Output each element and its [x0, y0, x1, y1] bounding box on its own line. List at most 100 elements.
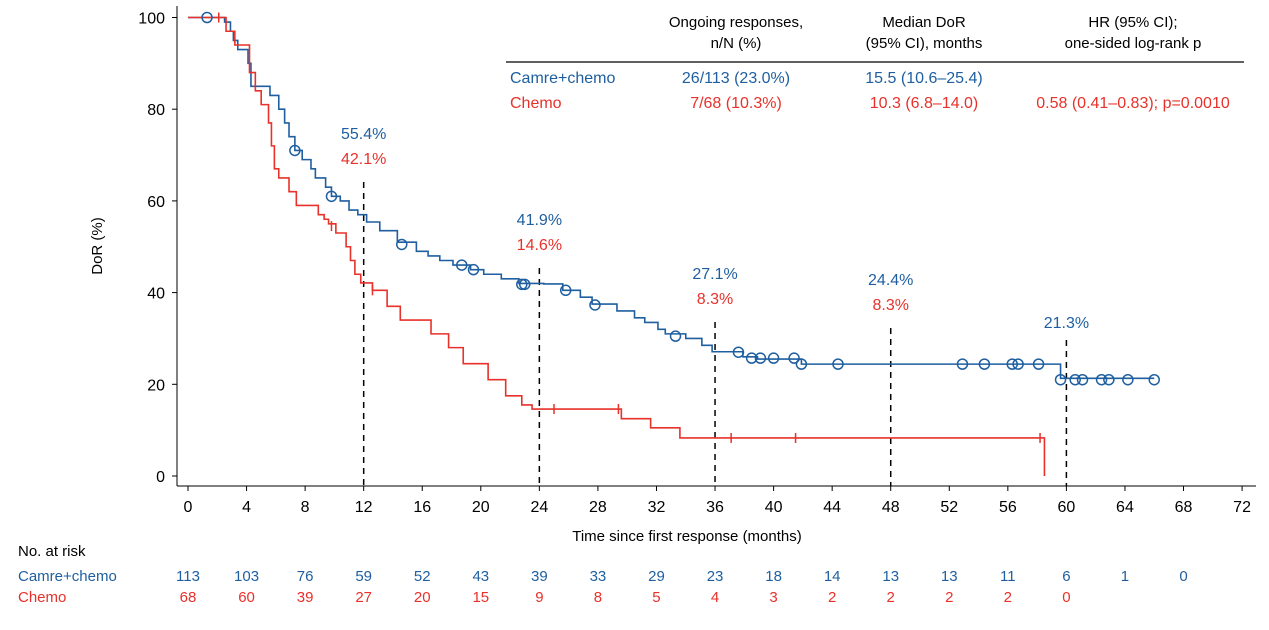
censor-circle [518, 278, 531, 291]
table-ongoing: 26/113 (23.0%) [682, 70, 790, 87]
x-tick-label: 24 [530, 499, 548, 516]
censor-circle [1006, 358, 1018, 370]
x-tick-label: 8 [301, 499, 310, 516]
at-risk-value: 59 [355, 568, 372, 585]
at-risk-value: 33 [590, 568, 607, 585]
at-risk-value: 1 [1121, 568, 1129, 585]
censor-circle [559, 284, 572, 297]
at-risk-value: 76 [297, 568, 314, 585]
landmark-label-chemo: 14.6% [517, 237, 562, 254]
censor-circle [467, 263, 480, 276]
censor-circle [1032, 358, 1045, 370]
at-risk-value: 3 [769, 589, 777, 606]
x-tick-label: 4 [242, 499, 251, 516]
table-header: one-sided log-rank p [1065, 35, 1202, 52]
censor-circle [589, 299, 601, 311]
y-axis-label: DoR (%) [89, 217, 106, 275]
x-tick-label: 32 [648, 499, 666, 516]
table-ongoing: 7/68 (10.3%) [690, 95, 782, 112]
x-tick-label: 36 [706, 499, 724, 516]
censor-marks [201, 11, 1160, 443]
censor-circle [456, 259, 468, 271]
at-risk-value: 5 [652, 589, 660, 606]
censor-circle [1012, 358, 1024, 370]
censor-circle [788, 352, 800, 364]
at-risk-value: 14 [824, 568, 841, 585]
table-median: 15.5 (10.6–25.4) [865, 70, 982, 87]
at-risk-value: 39 [531, 568, 548, 585]
at-risk-value: 27 [355, 589, 372, 606]
at-risk-value: 29 [648, 568, 665, 585]
at-risk-value: 103 [234, 568, 259, 585]
y-tick-label: 60 [147, 194, 165, 211]
survival-curves [188, 16, 1155, 476]
landmark-label-camre: 21.3% [1044, 315, 1089, 332]
at-risk-row-name: Chemo [18, 589, 66, 606]
x-tick-label: 64 [1116, 499, 1134, 516]
table-header: (95% CI), months [866, 35, 983, 52]
table-row-name: Chemo [510, 95, 562, 112]
table-header: Ongoing responses, [669, 14, 803, 31]
y-tick-label: 100 [138, 11, 165, 28]
x-tick-label: 44 [823, 499, 841, 516]
at-risk-value: 2 [1004, 589, 1012, 606]
censor-circle [732, 346, 745, 358]
at-risk-value: 18 [765, 568, 782, 585]
landmark-label-chemo: 42.1% [341, 151, 386, 168]
censor-circle [1095, 373, 1108, 386]
at-risk-value: 68 [180, 589, 197, 606]
censor-circle [956, 358, 969, 370]
at-risk-value: 6 [1062, 568, 1070, 585]
at-risk-value: 39 [297, 589, 314, 606]
at-risk-value: 15 [472, 589, 489, 606]
censor-circle [745, 352, 758, 364]
x-tick-label: 28 [589, 499, 607, 516]
at-risk-value: 13 [941, 568, 958, 585]
censor-circle [325, 190, 338, 203]
x-tick-label: 48 [882, 499, 900, 516]
censor-circle [832, 358, 844, 370]
table-header: Median DoR [882, 14, 966, 31]
at-risk-value: 0 [1062, 589, 1070, 606]
y-tick-label: 40 [147, 286, 165, 303]
x-tick-label: 12 [355, 499, 373, 516]
censor-circle [795, 358, 808, 370]
x-axis-label: Time since first response (months) [572, 528, 802, 545]
landmark-label-chemo: 8.3% [697, 291, 733, 308]
y-tick-label: 80 [147, 102, 165, 119]
censor-circle [1076, 373, 1089, 386]
landmark-lines: 42.1% 55.4% 14.6% 41.9% 8.3% 27.1% 8.3% 24.4% 21… [341, 126, 1089, 486]
censor-circle [1069, 373, 1081, 386]
at-risk-value: 2 [828, 589, 836, 606]
censor-circle [1103, 373, 1115, 386]
at-risk-value: 0 [1179, 568, 1187, 585]
censor-circle [767, 352, 780, 364]
censor-circle [1054, 373, 1067, 386]
table-header: HR (95% CI); [1088, 14, 1177, 31]
at-risk-value: 9 [535, 589, 543, 606]
x-tick-label: 0 [184, 499, 193, 516]
censor-circle [395, 238, 408, 251]
at-risk-value: 4 [711, 589, 719, 606]
table-hr: 0.58 (0.41–0.83); p=0.0010 [1036, 95, 1230, 112]
at-risk-value: 60 [238, 589, 255, 606]
censor-circle [1122, 373, 1134, 386]
at-risk-value: 23 [707, 568, 724, 585]
x-tick-label: 72 [1233, 499, 1251, 516]
censor-circle [978, 358, 991, 370]
at-risk-value: 11 [1000, 568, 1016, 585]
at-risk-title: No. at risk [18, 543, 86, 560]
at-risk-value: 8 [594, 589, 602, 606]
table-header: n/N (%) [711, 35, 762, 52]
y-tick-label: 20 [147, 377, 165, 394]
landmark-label-camre: 24.4% [868, 272, 913, 289]
landmark-label-camre: 41.9% [517, 212, 562, 229]
at-risk-value: 52 [414, 568, 431, 585]
landmark-label-chemo: 8.3% [872, 297, 908, 314]
table-median: 10.3 (6.8–14.0) [870, 95, 979, 112]
censor-circle [516, 278, 528, 291]
at-risk-value: 13 [882, 568, 899, 585]
censor-circle [201, 11, 213, 24]
